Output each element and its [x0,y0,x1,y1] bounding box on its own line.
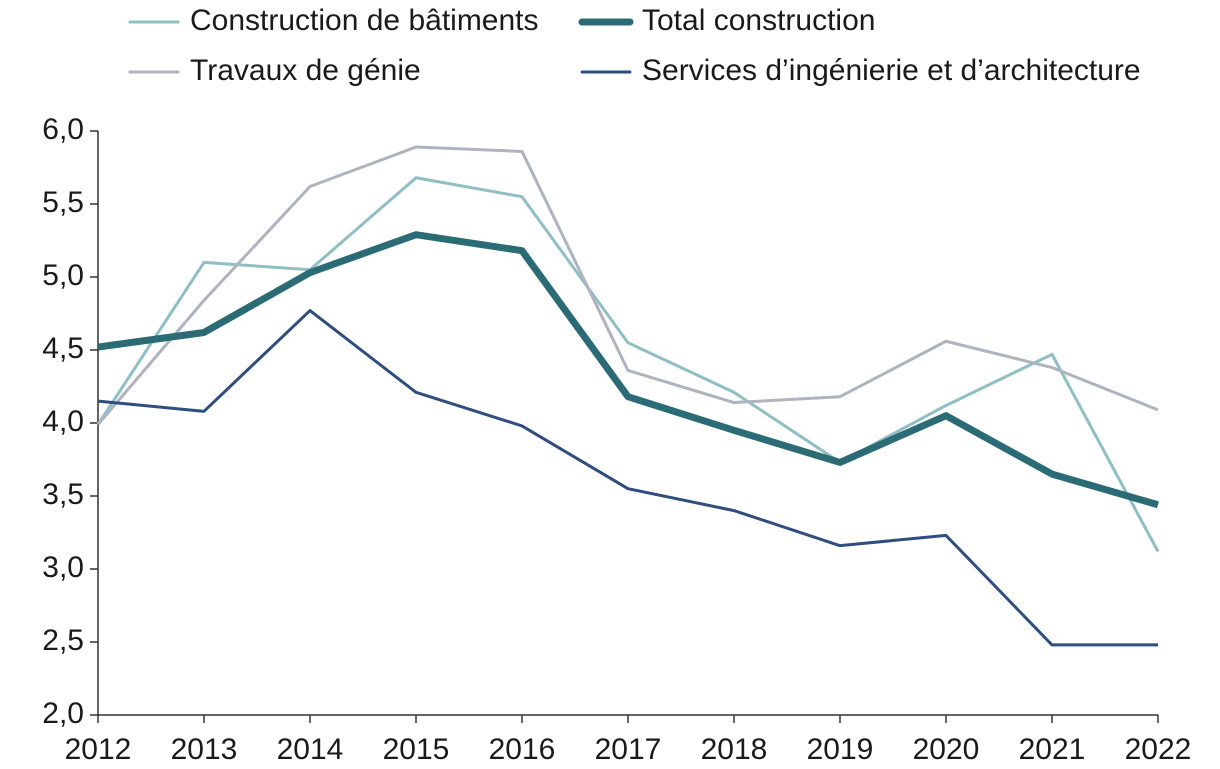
legend-label: Travaux de génie [190,54,421,87]
x-tick-label: 2016 [489,733,556,766]
x-tick-label: 2013 [171,733,238,766]
x-tick-label: 2015 [383,733,450,766]
series-line [97,309,1158,647]
x-tick-label: 2019 [807,733,874,766]
y-tick-label: 3,5 [42,478,84,511]
legend-label: Construction de bâtiments [190,4,539,37]
y-tick-label: 4,0 [42,405,84,438]
y-tick-label: 4,5 [42,332,84,365]
x-tick-label: 2020 [913,733,980,766]
y-tick-label: 3,0 [42,551,84,584]
x-tick-label: 2018 [701,733,768,766]
y-tick-label: 6,0 [42,113,84,146]
x-tick-label: 2021 [1019,733,1086,766]
series-line [97,231,1159,509]
y-tick-label: 5,5 [42,186,84,219]
legend-label: Total construction [642,4,875,37]
legend-label: Services d’ingénierie et d’architecture [642,54,1141,87]
y-tick-label: 5,0 [42,259,84,292]
x-tick-label: 2017 [595,733,662,766]
series-line [96,145,1159,426]
x-tick-label: 2022 [1125,733,1192,766]
y-tick-label: 2,0 [42,697,84,730]
x-tick-label: 2012 [65,733,132,766]
x-tick-label: 2014 [277,733,344,766]
y-tick-label: 2,5 [42,624,84,657]
series-line [96,176,1160,553]
